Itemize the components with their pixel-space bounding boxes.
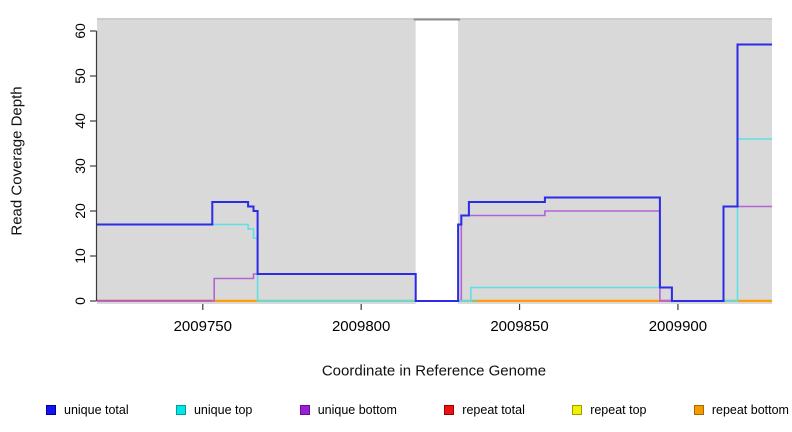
x-tick-label: 2009800 — [332, 318, 390, 335]
legend-swatch-icon — [572, 405, 583, 415]
legend-swatch-icon — [444, 405, 455, 415]
x-tick-label: 2009850 — [490, 318, 548, 335]
y-tick-label: 10 — [72, 248, 88, 264]
series-unique-total — [97, 43, 772, 302]
y-tick-label: 40 — [72, 113, 88, 129]
y-tick-label: 0 — [72, 297, 88, 305]
no-data-gap — [415, 20, 459, 304]
y-tick-label: 60 — [72, 23, 88, 39]
legend-label: unique total — [64, 403, 129, 417]
chart-legend: unique total unique top unique bottom repea… — [46, 399, 789, 421]
x-axis-title-text: Coordinate in Reference Genome — [321, 362, 547, 380]
legend-label: unique bottom — [317, 403, 397, 417]
legend-item-unique-total: unique total — [46, 403, 129, 417]
y-axis-title-text: Read Coverage Depth — [8, 86, 26, 236]
y-tick-label: 20 — [72, 203, 88, 219]
legend-swatch-icon — [299, 405, 310, 415]
legend-label: repeat bottom — [711, 403, 789, 417]
legend-label: repeat total — [462, 403, 525, 417]
x-tick-label: 2009750 — [174, 318, 232, 335]
legend-item-unique-top: unique top — [175, 403, 253, 417]
legend-swatch-icon — [46, 405, 56, 415]
y-tick-label: 30 — [72, 158, 88, 174]
legend-swatch-icon — [175, 405, 186, 415]
legend-swatch-icon — [693, 405, 704, 415]
x-tick-label: 2009900 — [649, 318, 707, 335]
legend-item-repeat-top: repeat top — [572, 403, 646, 417]
y-tick-label: 50 — [72, 68, 88, 84]
legend-item-unique-bottom: unique bottom — [299, 403, 397, 417]
series-unique-top — [97, 138, 772, 302]
coverage-chart-canvas: 0 10 20 30 40 50 60 2009750 2009800 2009850 200990… — [72, 18, 772, 335]
legend-item-repeat-total: repeat total — [444, 403, 525, 417]
legend-label: repeat top — [590, 403, 647, 417]
legend-label: unique top — [193, 403, 253, 417]
legend-item-repeat-bottom: repeat bottom — [693, 403, 789, 417]
